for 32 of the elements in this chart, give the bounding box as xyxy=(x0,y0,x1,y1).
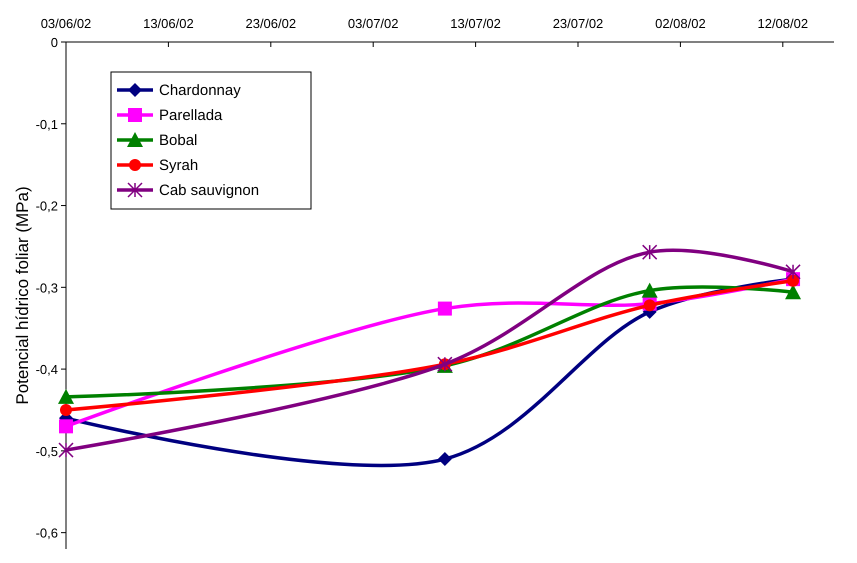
x-tick-label: 13/06/02 xyxy=(143,16,194,31)
legend-label: Chardonnay xyxy=(159,82,242,99)
y-tick-label: -0,5 xyxy=(36,444,58,459)
legend-label: Bobal xyxy=(159,132,198,149)
y-tick-label: -0,4 xyxy=(36,362,58,378)
point xyxy=(644,299,656,312)
point xyxy=(785,264,801,280)
legend-label: Parellada xyxy=(159,107,224,124)
y-tick-label: -0,6 xyxy=(36,526,58,541)
legend-label: Cab sauvignon xyxy=(159,182,260,199)
point xyxy=(787,274,800,287)
point xyxy=(642,244,658,260)
x-tick-label: 03/06/02 xyxy=(40,16,92,31)
y-tick-label: -0,3 xyxy=(36,280,58,296)
point xyxy=(60,404,72,416)
y-tick-label: 0 xyxy=(50,35,58,50)
point xyxy=(58,442,74,458)
y-tick-label: -0,1 xyxy=(36,116,58,132)
point xyxy=(58,388,74,404)
point xyxy=(59,419,73,434)
x-tick-label: 12/08/02 xyxy=(757,16,808,31)
point xyxy=(438,452,452,466)
x-tick-label: 13/07/02 xyxy=(450,16,501,31)
y-axis-title: Potencial hídrico foliar (MPa) xyxy=(13,186,32,405)
point xyxy=(642,282,658,298)
y-tick-label: -0,2 xyxy=(36,198,58,214)
x-tick-label: 23/07/02 xyxy=(552,16,604,31)
point xyxy=(438,302,452,316)
x-tick-label: 02/08/02 xyxy=(655,16,706,31)
x-tick-label: 03/07/02 xyxy=(348,16,399,31)
x-tick-label: 23/06/02 xyxy=(245,16,296,31)
legend-label: Syrah xyxy=(159,157,198,174)
